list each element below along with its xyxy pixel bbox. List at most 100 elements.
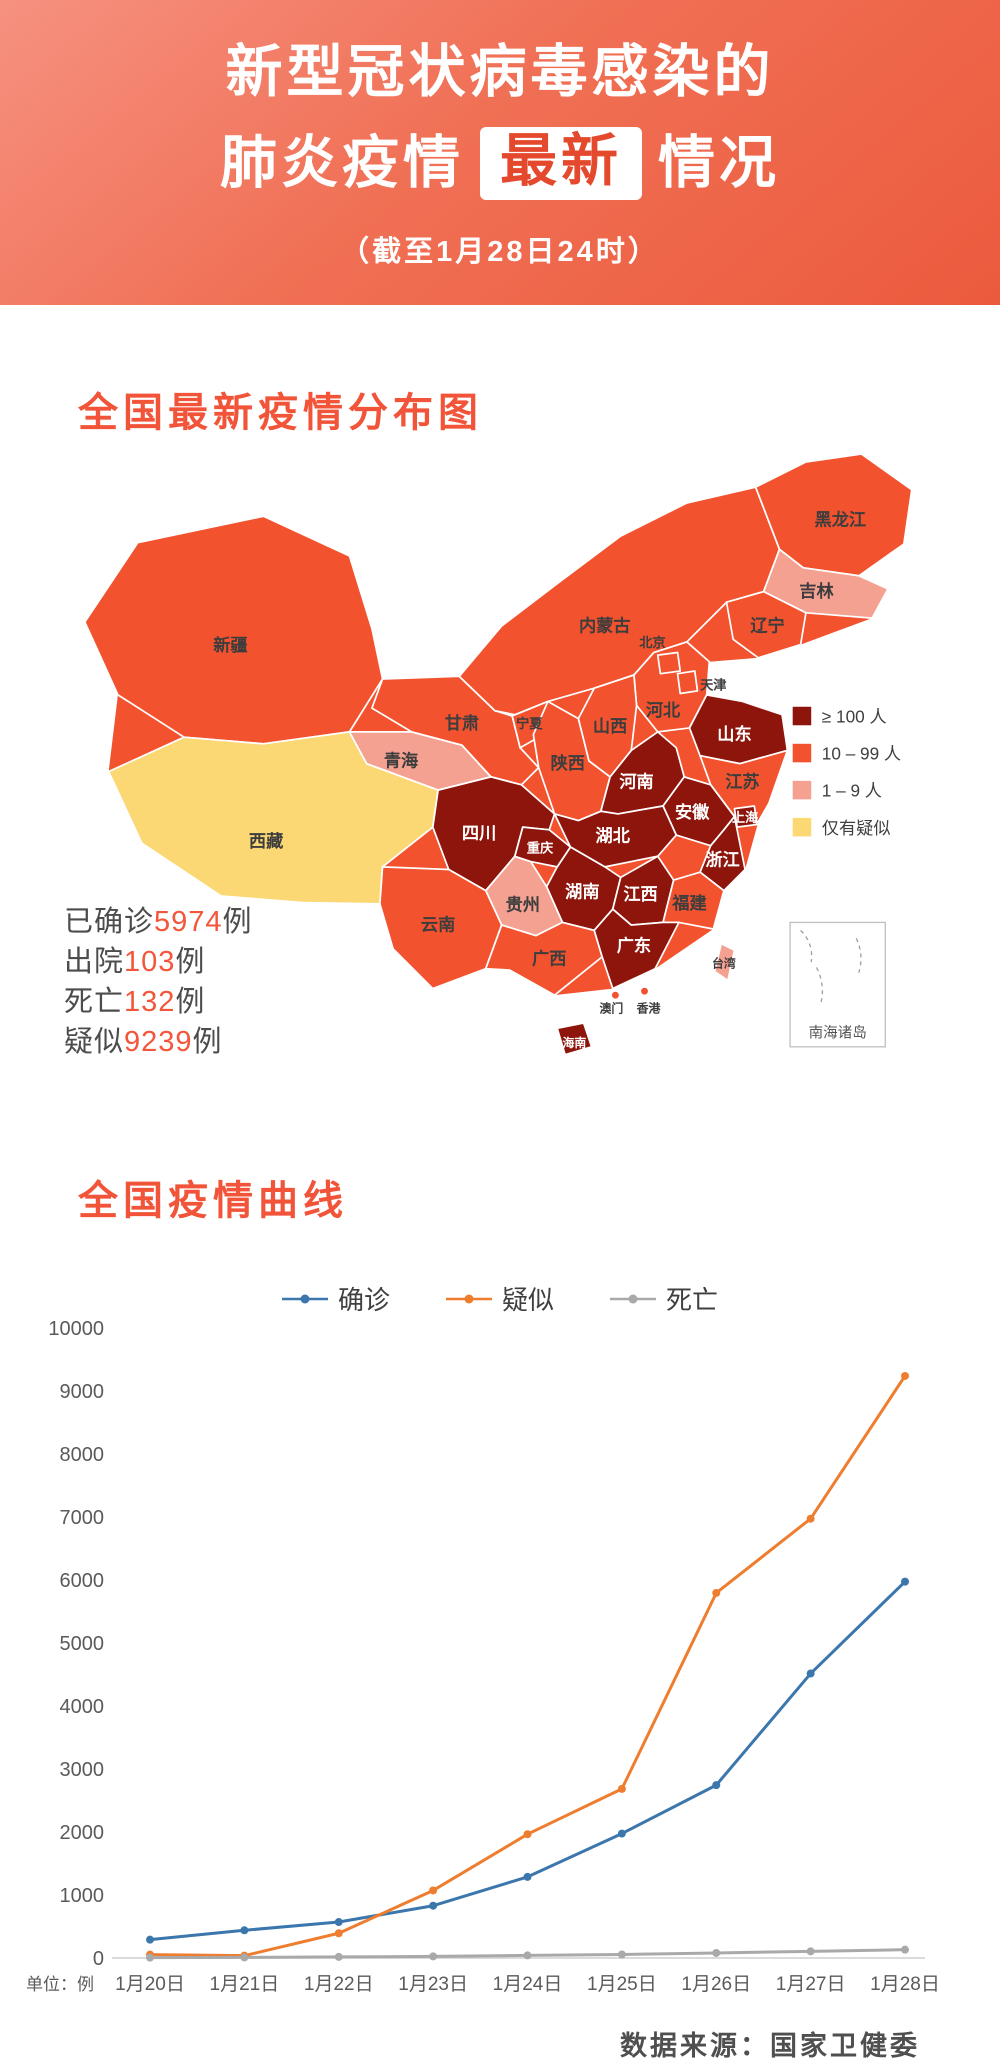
stat-deaths-label: 死亡 (64, 986, 125, 1018)
data-point-2-6 (712, 1948, 721, 1957)
province-label-anhui: 安徽 (675, 802, 710, 822)
province-label-shaanxi: 陕西 (551, 753, 585, 773)
province-hainan (556, 1022, 593, 1056)
header-banner: 新型冠状病毒感染的 肺炎疫情 最新 情况 （截至1月28日24时） (0, 0, 1000, 305)
y-tick-label: 0 (93, 1948, 104, 1970)
data-point-1-2 (334, 1929, 343, 1938)
legend-label-suspected: 疑似 (501, 1285, 554, 1315)
province-label-sichuan: 四川 (462, 823, 496, 843)
stat-discharged-label: 出院 (64, 946, 125, 978)
province-label-hebei: 河北 (646, 700, 681, 720)
province-label-ningxia: 宁夏 (516, 715, 543, 731)
y-tick-label: 10000 (48, 1320, 104, 1340)
stat-discharged-unit: 例 (175, 946, 206, 978)
x-tick-label: 1月28日 (870, 1974, 940, 1995)
province-label-chongqing: 重庆 (527, 839, 554, 855)
data-point-2-7 (806, 1947, 815, 1956)
legend-label-gte100: ≥ 100 人 (822, 707, 887, 727)
province-taiwan (713, 942, 736, 982)
data-point-0-1 (240, 1926, 249, 1935)
province-chongqing (513, 826, 572, 868)
summary-stats: 已确诊5974例 出院103例 死亡132例 疑似9239例 (64, 902, 253, 1062)
stat-suspected: 疑似9239例 (64, 1022, 253, 1062)
province-label-shanghai: 上海 (732, 809, 758, 825)
province-label-guizhou: 贵州 (506, 895, 540, 915)
legend-label-deaths: 死亡 (666, 1285, 719, 1315)
data-point-1-5 (617, 1784, 626, 1793)
legend-item-deaths: 死亡 (610, 1280, 718, 1317)
stat-confirmed-unit: 例 (222, 906, 253, 938)
nine-dash-line-3 (855, 937, 862, 973)
y-tick-label: 2000 (60, 1822, 105, 1844)
series-line-0 (148, 1580, 907, 1942)
stat-confirmed-label: 已确诊 (64, 906, 155, 938)
x-tick-label: 1月27日 (776, 1974, 846, 1995)
province-label-neimenggu: 内蒙古 (579, 615, 631, 635)
province-shanghai (733, 805, 758, 829)
province-label-shanxi: 山西 (593, 716, 627, 736)
province-liaoning (725, 590, 807, 659)
province-beijing (656, 651, 682, 675)
chart-legend: 确诊 疑似 死亡 (0, 1280, 1000, 1317)
data-point-1-8 (901, 1371, 909, 1380)
stat-suspected-label: 疑似 (64, 1026, 125, 1058)
x-tick-label: 1月25日 (587, 1974, 657, 1995)
chart-section-title: 全国疫情曲线 (78, 1179, 348, 1223)
legend-label-1-9: 1 – 9 人 (822, 781, 882, 801)
province-guangdong (593, 908, 680, 990)
data-point-2-0 (146, 1953, 154, 1962)
province-label-beijing: 北京 (639, 634, 665, 650)
stat-deaths-unit: 例 (175, 986, 206, 1018)
legend-swatch-suspected-only (792, 817, 812, 837)
province-label-hunan: 湖南 (565, 881, 599, 901)
stat-deaths-value: 132 (124, 986, 176, 1018)
legend-swatch-gte100 (792, 706, 812, 726)
province-label-heilongjiang: 黑龙江 (815, 509, 867, 529)
data-point-0-7 (806, 1669, 815, 1678)
data-point-1-4 (523, 1830, 532, 1839)
nine-dash-line-2 (815, 967, 824, 1005)
legend-label-confirmed: 确诊 (337, 1285, 390, 1315)
legend-item-suspected: 疑似 (445, 1280, 554, 1317)
province-label-aomen: 澳门 (600, 1001, 624, 1015)
y-tick-label: 3000 (60, 1759, 105, 1781)
province-label-jilin: 吉林 (799, 581, 834, 601)
province-label-xinjiang: 新疆 (213, 635, 247, 655)
title-line2-post: 情况 (658, 131, 780, 195)
x-tick-label: 1月26日 (681, 1974, 751, 1995)
stat-discharged: 出院103例 (64, 942, 253, 982)
legend-label-10-99: 10 – 99 人 (822, 744, 901, 764)
data-point-0-6 (712, 1781, 721, 1790)
province-label-liaoning: 辽宁 (750, 615, 784, 635)
province-label-jiangsu: 江苏 (725, 771, 759, 791)
province-label-xizang: 西藏 (249, 831, 283, 851)
province-xianggang-dot (640, 986, 650, 996)
data-point-2-1 (240, 1953, 249, 1962)
province-label-jiangxi: 江西 (623, 884, 657, 904)
legend-swatch-1-9 (792, 780, 812, 800)
header-subtitle: （截至1月28日24时） (340, 236, 660, 268)
province-label-yunnan: 云南 (421, 914, 455, 934)
province-label-henan: 河南 (619, 771, 653, 791)
south-china-sea-inset: 南海诸岛 (789, 921, 886, 1048)
province-label-tianjin: 天津 (700, 677, 726, 693)
data-point-0-2 (334, 1918, 343, 1927)
stat-confirmed: 已确诊5974例 (64, 902, 253, 942)
x-tick-label: 1月23日 (398, 1974, 468, 1995)
stat-confirmed-value: 5974 (154, 906, 223, 938)
confirmed-line-swatch (281, 1294, 328, 1303)
y-tick-label: 7000 (60, 1507, 105, 1529)
legend-swatch-10-99 (792, 743, 812, 763)
inset-border (789, 921, 886, 1048)
y-tick-label: 9000 (60, 1381, 105, 1403)
province-label-zhejiang: 浙江 (705, 850, 739, 870)
unit-label: 单位：例 (26, 1975, 94, 1994)
data-point-2-4 (523, 1951, 532, 1960)
province-label-shandong: 山东 (717, 724, 751, 744)
data-point-1-7 (806, 1514, 815, 1523)
map-section-title: 全国最新疫情分布图 (78, 391, 483, 435)
x-tick-label: 1月24日 (493, 1974, 563, 1995)
province-label-gansu: 甘肃 (445, 713, 479, 733)
suspected-line-swatch (445, 1294, 492, 1303)
